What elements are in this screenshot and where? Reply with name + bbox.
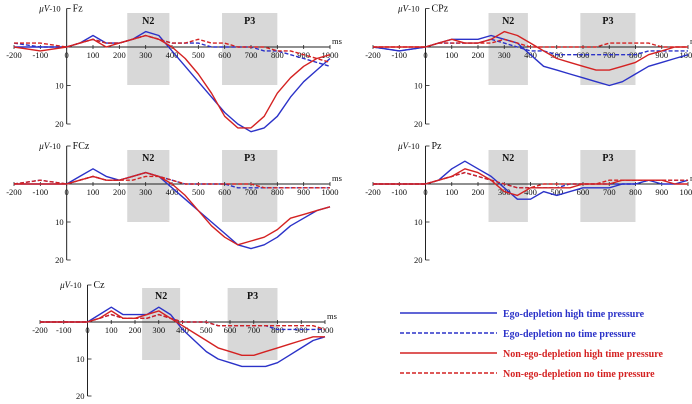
legend-label: Ego-depletion no time pressure xyxy=(503,329,636,340)
x-tick-label: 800 xyxy=(629,187,642,197)
x-unit-label: ms xyxy=(332,173,342,183)
legend-label: Ego-depletion high time pressure xyxy=(503,309,645,320)
x-tick-label: 300 xyxy=(498,50,511,60)
window-n2-label: N2 xyxy=(502,153,514,164)
x-tick-label: 200 xyxy=(472,187,485,197)
x-tick-label: 300 xyxy=(139,50,152,60)
y-tick-label: 10 xyxy=(55,217,64,227)
x-tick-label: -200 xyxy=(32,325,48,335)
window-n2-label: N2 xyxy=(142,16,154,27)
x-unit-label: ms xyxy=(327,311,337,321)
x-tick-label: 600 xyxy=(218,187,231,197)
y-tick-label: 10 xyxy=(414,217,423,227)
window-p3-label: P3 xyxy=(244,16,255,27)
electrode-label: Pz xyxy=(432,141,443,152)
window-p3-label: P3 xyxy=(247,291,258,302)
x-tick-label: 100 xyxy=(445,50,458,60)
window-n2-label: N2 xyxy=(142,153,154,164)
x-tick-label: 0 xyxy=(65,187,69,197)
window-p3-label: P3 xyxy=(602,16,613,27)
x-tick-label: 1000 xyxy=(680,187,692,197)
x-tick-label: 500 xyxy=(192,50,205,60)
window-n2-label: N2 xyxy=(155,291,167,302)
legend-label: Non-ego-depletion high time pressure xyxy=(503,349,663,360)
x-tick-label: 900 xyxy=(655,187,668,197)
electrode-label: Fz xyxy=(73,4,84,15)
x-tick-label: 200 xyxy=(472,50,485,60)
window-p3-label: P3 xyxy=(602,153,613,164)
y-axis-label: μV-10 xyxy=(38,4,60,14)
x-tick-label: -100 xyxy=(56,325,72,335)
x-tick-label: 200 xyxy=(113,50,126,60)
legend-label: Non-ego-depletion no time pressure xyxy=(503,369,655,380)
y-axis-label: μV-10 xyxy=(59,280,81,290)
x-unit-label: ms xyxy=(332,36,342,46)
y-tick-label: 20 xyxy=(414,119,423,129)
x-tick-label: 100 xyxy=(87,50,100,60)
series-line-non-ego-depletion-high-time-pressure xyxy=(14,173,330,245)
x-tick-label: -200 xyxy=(365,50,381,60)
x-tick-label: 0 xyxy=(423,50,427,60)
x-tick-label: -200 xyxy=(6,187,22,197)
x-tick-label: 300 xyxy=(139,187,152,197)
x-tick-label: 100 xyxy=(105,325,118,335)
x-tick-label: 600 xyxy=(224,325,237,335)
y-tick-label: 20 xyxy=(414,255,423,265)
x-tick-label: -200 xyxy=(365,187,381,197)
y-axis-label: μV-10 xyxy=(38,141,60,151)
x-tick-label: 200 xyxy=(129,325,142,335)
electrode-label: CPz xyxy=(432,4,449,15)
electrode-label: FCz xyxy=(73,141,90,152)
y-tick-label: 10 xyxy=(76,354,85,364)
x-tick-label: -100 xyxy=(391,187,407,197)
x-tick-label: -200 xyxy=(6,50,22,60)
x-tick-label: 500 xyxy=(200,325,213,335)
y-axis-label: μV-10 xyxy=(397,141,419,151)
window-p3-label: P3 xyxy=(244,153,255,164)
x-tick-label: 0 xyxy=(65,50,69,60)
x-tick-label: 300 xyxy=(152,325,165,335)
x-tick-label: -100 xyxy=(33,187,49,197)
y-tick-label: 20 xyxy=(76,391,85,399)
x-tick-label: 700 xyxy=(245,50,258,60)
x-tick-label: 100 xyxy=(445,187,458,197)
x-tick-label: 0 xyxy=(423,187,427,197)
y-tick-label: 20 xyxy=(55,255,64,265)
x-tick-label: 0 xyxy=(85,325,89,335)
legend: Ego-depletion high time pressure Ego-depl… xyxy=(400,309,663,380)
x-tick-label: 600 xyxy=(218,50,231,60)
x-tick-label: 100 xyxy=(87,187,100,197)
window-n2-label: N2 xyxy=(502,16,514,27)
y-tick-label: 10 xyxy=(414,81,423,91)
y-tick-label: 10 xyxy=(55,81,64,91)
x-tick-label: 500 xyxy=(192,187,205,197)
x-tick-label: 700 xyxy=(247,325,260,335)
y-axis-label: μV-10 xyxy=(397,4,419,14)
x-tick-label: 200 xyxy=(113,187,126,197)
electrode-label: Cz xyxy=(94,280,106,291)
y-tick-label: 20 xyxy=(55,119,64,129)
